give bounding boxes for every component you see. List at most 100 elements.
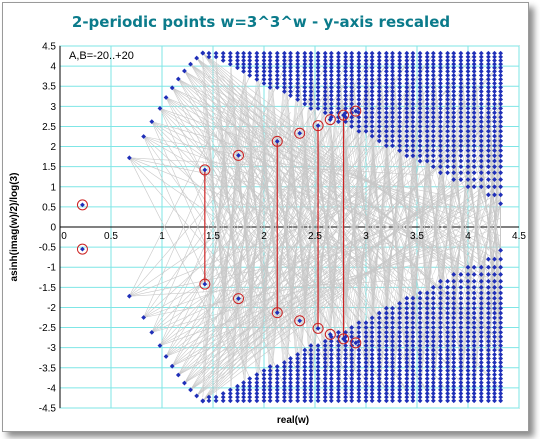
- data-point: [390, 58, 395, 63]
- data-point: [471, 305, 477, 311]
- connect-line: [379, 75, 408, 398]
- data-point: [424, 372, 430, 378]
- data-point: [458, 72, 464, 78]
- data-point: [282, 72, 287, 78]
- data-point: [322, 383, 328, 389]
- data-point: [430, 148, 436, 153]
- data-point: [315, 97, 321, 102]
- data-point: [486, 356, 491, 361]
- data-point: [492, 264, 497, 270]
- data-point: [328, 58, 334, 63]
- data-point: [492, 295, 497, 301]
- data-point: [336, 360, 341, 365]
- data-point: [349, 364, 355, 369]
- data-point: [336, 68, 341, 74]
- data-point: [492, 347, 497, 353]
- data-point: [465, 97, 471, 102]
- data-point: [384, 380, 389, 386]
- data-point: [315, 394, 321, 400]
- data-point: [430, 391, 436, 396]
- data-point: [465, 58, 471, 63]
- data-point: [282, 54, 287, 60]
- data-point: [451, 272, 457, 277]
- data-point: [206, 398, 212, 404]
- data-point: [486, 278, 491, 284]
- data-point: [254, 372, 260, 378]
- data-point: [410, 320, 416, 326]
- data-point: [478, 391, 484, 396]
- data-point: [430, 368, 436, 373]
- data-point: [424, 380, 430, 386]
- data-point: [384, 320, 389, 326]
- data-point: [261, 61, 267, 67]
- data-point: [465, 325, 471, 330]
- data-point: [390, 380, 395, 386]
- data-point: [336, 364, 341, 369]
- conjugate-pair-lines: [204, 115, 345, 339]
- data-point: [397, 54, 403, 60]
- data-point: [376, 380, 382, 386]
- data-point: [343, 387, 348, 393]
- connect-line: [392, 56, 421, 379]
- data-point: [302, 97, 308, 102]
- data-point: [404, 391, 410, 396]
- data-point: [498, 170, 504, 176]
- data-point: [498, 58, 504, 63]
- data-point: [315, 101, 321, 107]
- connect-line: [406, 56, 434, 379]
- data-point: [349, 81, 355, 86]
- data-point: [498, 278, 504, 284]
- data-point: [227, 387, 233, 393]
- data-point: [349, 376, 355, 382]
- data-point: [404, 310, 410, 316]
- data-point: [397, 143, 403, 149]
- data-point: [471, 50, 477, 56]
- data-point: [336, 376, 341, 382]
- data-point: [424, 128, 430, 134]
- data-point: [376, 54, 382, 60]
- data-point: [274, 68, 280, 74]
- data-point: [465, 143, 471, 149]
- data-point: [471, 148, 477, 153]
- data-point: [486, 334, 491, 340]
- data-point: [486, 114, 491, 120]
- data-point: [349, 58, 355, 63]
- data-point: [274, 72, 280, 78]
- data-point: [308, 50, 314, 56]
- data-point: [430, 284, 436, 290]
- data-point: [369, 338, 375, 344]
- data-point: [451, 85, 457, 90]
- data-point: [288, 380, 293, 386]
- data-point: [458, 143, 464, 149]
- data-point: [438, 65, 443, 71]
- data-point: [410, 124, 416, 129]
- data-point: [322, 76, 328, 82]
- data-point: [451, 352, 457, 357]
- data-point: [261, 54, 267, 60]
- data-point: [261, 76, 267, 82]
- data-point: [322, 391, 328, 396]
- data-point: [390, 110, 395, 116]
- data-point: [486, 315, 491, 321]
- data-point: [308, 352, 314, 357]
- data-point: [356, 85, 362, 90]
- data-point: [478, 305, 484, 311]
- data-point: [254, 398, 260, 404]
- data-point: [471, 89, 477, 94]
- data-point: [254, 76, 260, 82]
- data-point: [369, 61, 375, 67]
- data-point: [410, 97, 416, 102]
- data-point: [438, 334, 443, 340]
- data-point: [465, 368, 471, 373]
- connect-line: [202, 137, 501, 402]
- data-point: [492, 153, 497, 159]
- data-point: [390, 85, 395, 90]
- data-point: [424, 119, 430, 125]
- data-point: [343, 364, 348, 369]
- data-point: [315, 364, 321, 369]
- connect-line: [447, 75, 475, 398]
- data-point: [458, 380, 464, 386]
- data-point: [471, 65, 477, 71]
- data-point: [410, 347, 416, 353]
- data-point: [465, 61, 471, 67]
